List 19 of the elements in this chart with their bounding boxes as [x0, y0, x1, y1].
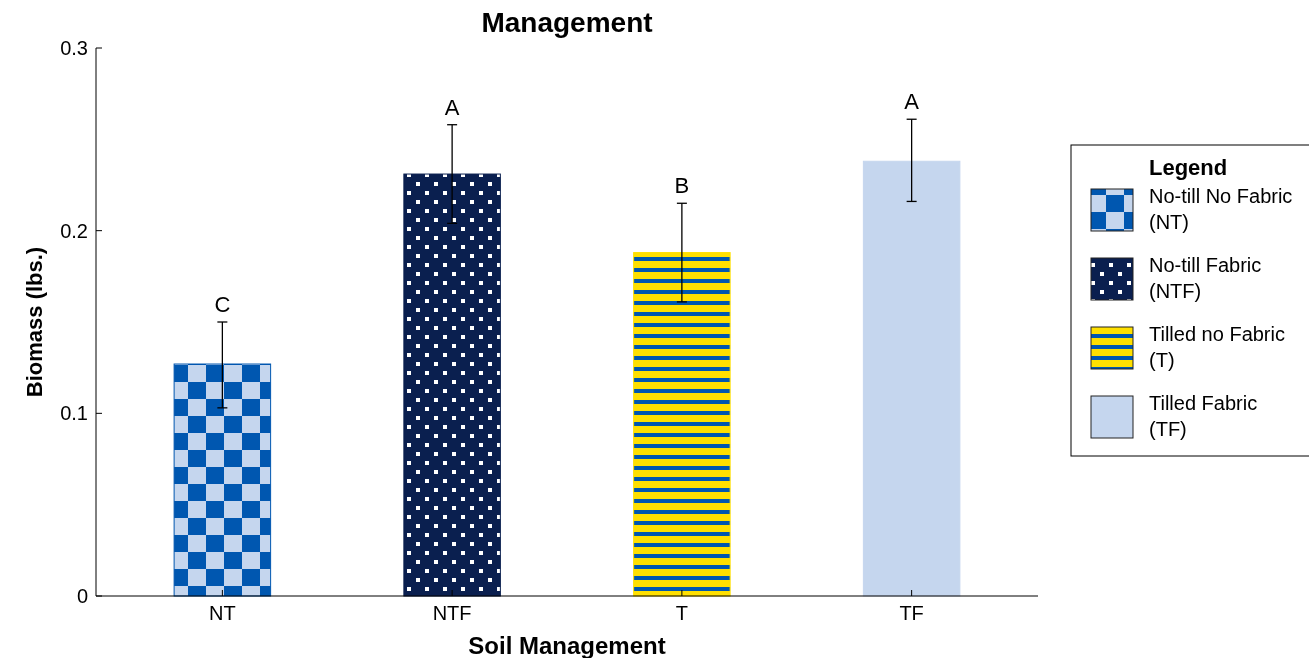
- legend-label: No-till No Fabric (NT): [1149, 185, 1293, 233]
- y-tick-label: 0.1: [60, 402, 88, 425]
- y-tick-label: 0.3: [60, 37, 88, 59]
- x-tick-label: T: [675, 602, 688, 624]
- legend-title: Legend: [1149, 155, 1228, 180]
- annotation: C: [214, 292, 231, 317]
- annotation: A: [904, 89, 920, 115]
- x-tick-label: TF: [899, 602, 924, 624]
- x-tick-label: NT: [209, 602, 236, 624]
- y-tick-label: 0.2: [60, 219, 88, 242]
- annotation: B: [674, 173, 690, 199]
- chart-title: Management: [481, 7, 653, 38]
- legend-label: Tilled no Fabric (T): [1149, 323, 1285, 371]
- y-tick-label: 0: [76, 585, 88, 607]
- annotation: A: [444, 94, 460, 120]
- y-axis-title: Biomass (lbs.): [22, 246, 47, 398]
- x-tick-label: NTF: [432, 602, 472, 624]
- legend-label: Tilled Fabric (TF): [1149, 392, 1258, 440]
- legend-label: No-till Fabric (NTF): [1149, 254, 1262, 302]
